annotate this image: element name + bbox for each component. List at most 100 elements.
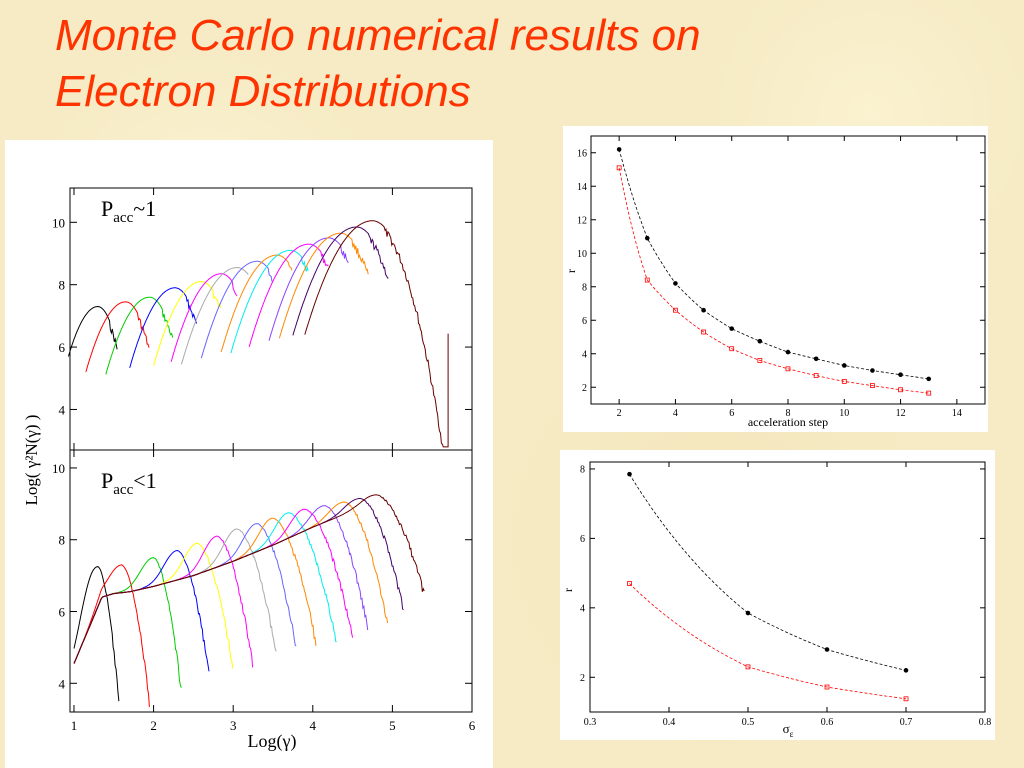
- spectrum-curve-0-7: [200, 260, 273, 359]
- step-fit-line-1: [618, 167, 929, 394]
- x-tick-label-4: 5: [389, 718, 396, 733]
- step-point-1-0: [616, 165, 622, 171]
- step-point-0-10: [898, 372, 903, 377]
- spectra-chart-panel: 4 6 8 10 4 6 8 10 1 2 3 4 5 6 Pacc~1 Pacc<1 Log(γ) Lo…: [5, 140, 493, 768]
- spectrum-curve-0-9: [230, 249, 309, 354]
- spectra-x-axis-label: Log(γ): [248, 731, 297, 752]
- top-panel-label: Pacc~1: [101, 196, 156, 226]
- step-y-tick-label-7: 16: [577, 148, 587, 159]
- spectrum-curve-1-14: [73, 494, 425, 664]
- step-y-axis-label: r: [564, 269, 578, 273]
- step-point-1-7: [813, 373, 819, 378]
- step-point-0-7: [813, 356, 819, 362]
- step-point-1-2: [673, 307, 678, 313]
- step-x-tick-label-0: 2: [617, 408, 622, 419]
- sigma-x-tick-label-3: 0.6: [821, 717, 834, 728]
- sigma-x-tick-label-4: 0.7: [900, 717, 913, 728]
- sigma-y-tick-label-2: 6: [580, 534, 585, 545]
- step-point-1-10: [898, 387, 903, 393]
- y-tick-label-0-3: 10: [52, 215, 65, 230]
- step-point-0-11: [926, 376, 932, 382]
- spectrum-curve-1-9: [73, 512, 337, 664]
- spectrum-curve-1-5: [73, 535, 254, 668]
- step-y-tick-label-5: 12: [577, 215, 587, 226]
- spectrum-curve-1-0: [73, 566, 120, 702]
- step-x-tick-label-5: 12: [896, 408, 906, 419]
- sigma-y-tick-label-1: 4: [580, 603, 585, 614]
- sigma-point-1-3: [903, 696, 909, 702]
- sigma-point-0-0: [627, 471, 632, 477]
- y-tick-label-1-1: 6: [59, 605, 66, 620]
- step-point-0-3: [701, 307, 706, 313]
- step-plot-frame: [590, 135, 986, 405]
- step-point-1-3: [701, 329, 706, 335]
- r-vs-step-chart: 2 4 6 8 10 12 14 2 4 6 8 10 12 14 16 acceleration step…: [564, 135, 986, 429]
- step-point-1-4: [729, 346, 735, 352]
- spectrum-curve-1-10: [73, 508, 354, 664]
- r-vs-sigma-chart-panel: 0.3 0.4 0.5 0.6 0.7 0.8 2 4 6 8 σε r: [560, 450, 995, 740]
- sigma-y-axis-label: r: [561, 588, 575, 592]
- r-vs-sigma-chart: 0.3 0.4 0.5 0.6 0.7 0.8 2 4 6 8 σε r: [561, 461, 992, 739]
- step-x-tick-label-3: 8: [786, 408, 791, 419]
- sigma-x-axis-label: σε: [783, 721, 794, 739]
- x-tick-label-0: 1: [71, 718, 78, 733]
- spectrum-curve-0-12: [278, 232, 369, 339]
- step-x-tick-label-6: 14: [952, 408, 962, 419]
- sigma-x-tick-label-5: 0.8: [979, 717, 992, 728]
- slide-title: Monte Carlo numerical results on Electro…: [55, 8, 701, 120]
- slide-title-line1: Monte Carlo numerical results on: [55, 11, 701, 60]
- slide-title-line2: Electron Distributions: [55, 67, 471, 116]
- step-y-tick-label-3: 8: [582, 282, 587, 293]
- plot-frame-0: [69, 187, 473, 451]
- step-y-tick-label-0: 2: [582, 383, 587, 394]
- sigma-x-tick-label-0: 0.3: [584, 717, 597, 728]
- step-point-1-5: [757, 358, 763, 363]
- y-tick-label-1-3: 10: [52, 461, 65, 476]
- spectra-y-axis-label: Log( γ²N(γ) ): [22, 415, 41, 506]
- step-point-0-6: [785, 349, 791, 355]
- step-x-axis-label: acceleration step: [748, 415, 828, 429]
- spectrum-curve-1-8: [73, 517, 317, 664]
- sigma-y-tick-label-3: 8: [580, 464, 585, 475]
- step-point-1-1: [644, 277, 650, 283]
- spectrum-curve-0-0: [67, 305, 118, 357]
- spectrum-curve-0-10: [248, 243, 329, 348]
- sigma-point-0-2: [824, 647, 830, 652]
- step-point-0-4: [729, 326, 735, 331]
- spectrum-curve-0-6: [180, 266, 249, 365]
- x-tick-label-1: 2: [150, 718, 157, 733]
- spectrum-curve-0-8: [220, 254, 293, 353]
- sigma-point-0-3: [903, 668, 909, 673]
- spectrum-curve-1-13: [73, 498, 404, 664]
- step-point-0-5: [757, 338, 763, 344]
- step-x-tick-label-1: 4: [673, 408, 678, 419]
- plot-frame-1: [69, 449, 473, 713]
- step-y-tick-label-6: 14: [577, 182, 587, 193]
- spectrum-curve-0-5: [170, 273, 238, 362]
- spectrum-curve-0-3: [129, 287, 198, 368]
- spectrum-curve-1-11: [73, 505, 369, 664]
- sigma-x-tick-label-2: 0.5: [742, 717, 755, 728]
- bottom-panel-label: Pacc<1: [101, 468, 157, 498]
- spectrum-curve-0-4: [153, 281, 221, 366]
- y-tick-label-0-0: 4: [59, 402, 66, 417]
- step-x-tick-label-4: 10: [839, 408, 849, 419]
- step-y-tick-label-4: 10: [577, 249, 587, 260]
- step-point-0-1: [644, 235, 650, 241]
- step-point-1-6: [785, 366, 791, 372]
- spectrum-curve-0-1: [85, 301, 150, 373]
- x-tick-label-3: 4: [310, 718, 317, 733]
- y-tick-label-0-2: 8: [59, 278, 66, 293]
- step-point-0-0: [616, 147, 622, 152]
- sigma-plot-frame: [589, 461, 986, 713]
- step-point-1-9: [870, 383, 875, 388]
- spectrum-curve-1-1: [73, 564, 150, 708]
- x-tick-label-2: 3: [230, 718, 237, 733]
- spectrum-curve-0-2: [105, 296, 174, 375]
- step-point-1-11: [926, 390, 932, 396]
- y-tick-label-1-2: 8: [59, 533, 66, 548]
- sigma-point-1-2: [824, 684, 830, 690]
- step-y-tick-label-2: 6: [582, 316, 587, 327]
- sigma-y-tick-label-0: 2: [580, 673, 585, 684]
